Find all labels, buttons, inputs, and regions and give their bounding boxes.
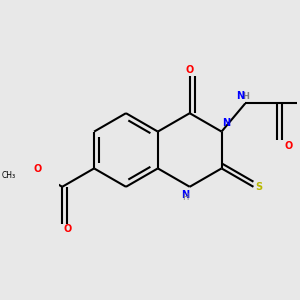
Text: O: O bbox=[34, 164, 42, 174]
Text: H: H bbox=[242, 92, 249, 100]
Text: S: S bbox=[255, 182, 262, 192]
Text: CH₃: CH₃ bbox=[2, 171, 16, 180]
Text: O: O bbox=[64, 224, 72, 234]
Text: N: N bbox=[222, 118, 230, 128]
Text: H: H bbox=[182, 193, 189, 202]
Text: O: O bbox=[186, 65, 194, 75]
Text: N: N bbox=[181, 190, 189, 200]
Text: N: N bbox=[236, 91, 244, 100]
Text: O: O bbox=[284, 141, 292, 151]
